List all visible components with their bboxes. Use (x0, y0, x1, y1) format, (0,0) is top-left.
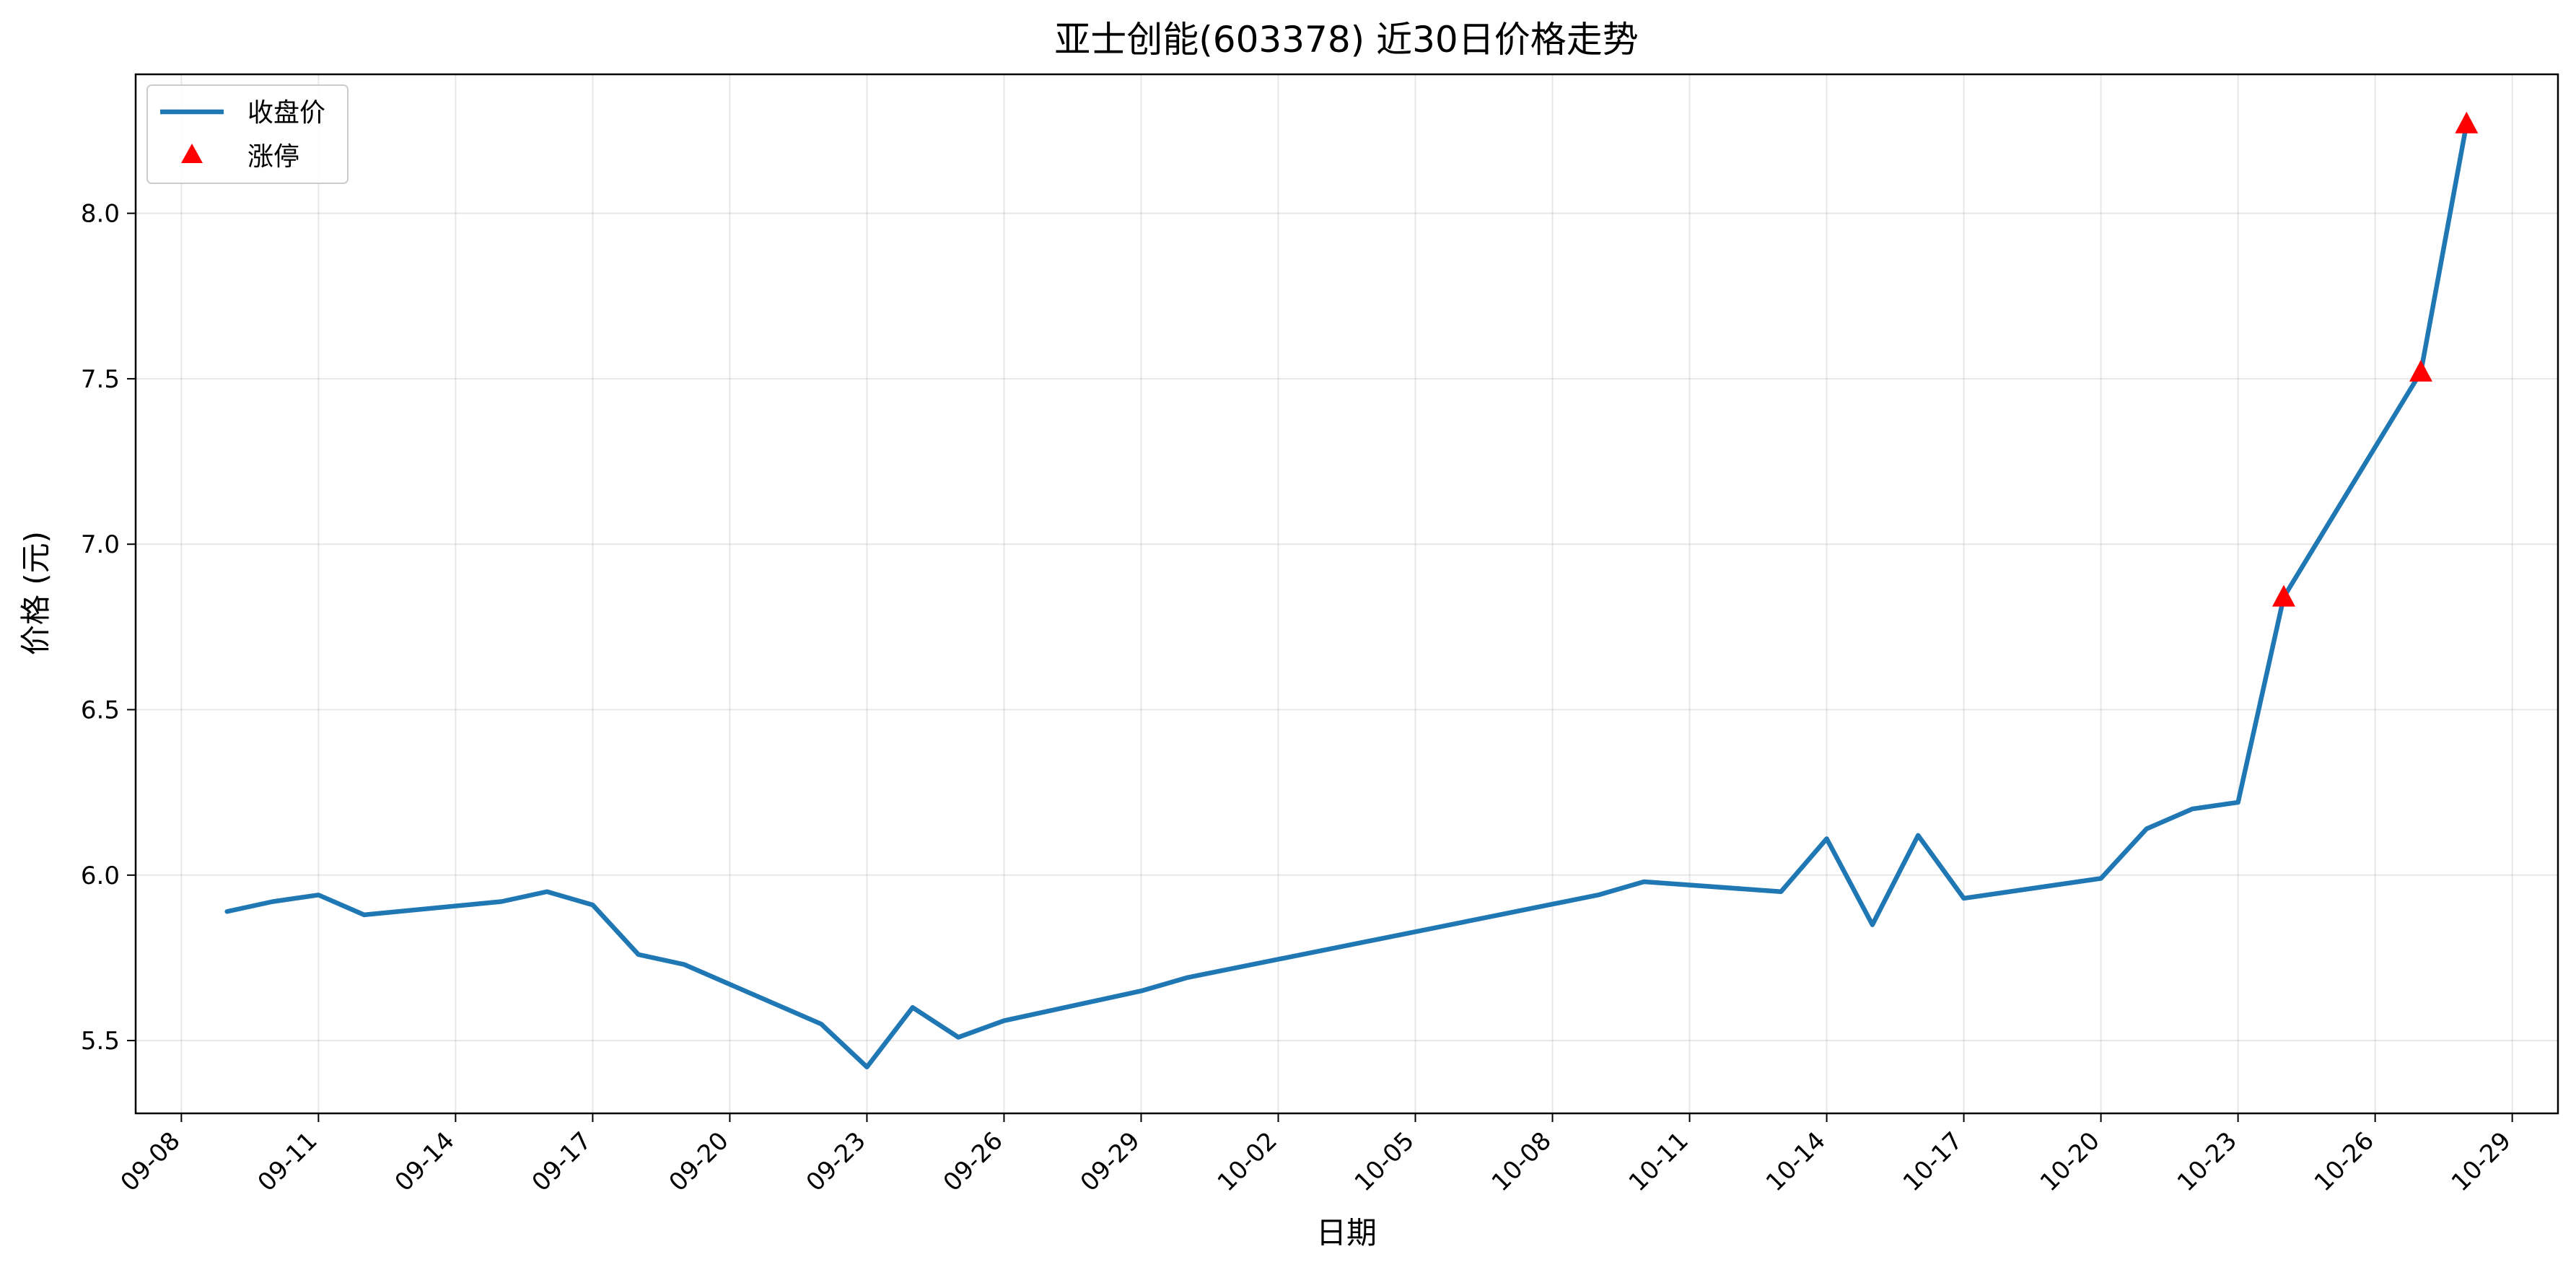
x-axis-label: 日期 (1316, 1215, 1377, 1250)
legend-marker-swatch (181, 144, 203, 163)
y-axis-ticks: 5.5 6.0 6.5 7.0 7.5 8.0 (81, 200, 136, 1056)
y-tick-label: 7.5 (81, 365, 120, 394)
y-tick-label: 6.0 (81, 862, 120, 890)
legend-label-limit-up: 涨停 (247, 142, 299, 172)
y-axis-label: 价格 (元) (18, 531, 53, 655)
series-layer (224, 111, 2479, 1070)
grid-lines (136, 74, 2558, 1113)
plot-area-frame (134, 73, 2559, 1115)
y-tick-label: 8.0 (81, 200, 120, 229)
limit-up-marker (2409, 359, 2432, 382)
close-price-line (224, 121, 2469, 1070)
y-tick-label: 5.5 (81, 1027, 120, 1056)
chart-title: 亚士创能(603378) 近30日价格走势 (1054, 19, 1638, 61)
limit-up-marker (2271, 584, 2295, 607)
y-tick-label: 6.5 (81, 696, 120, 725)
y-tick-label: 7.0 (81, 530, 120, 559)
legend-label-close: 收盘价 (247, 98, 325, 128)
legend: 收盘价 涨停 (146, 84, 349, 184)
limit-up-marker (2455, 111, 2479, 133)
